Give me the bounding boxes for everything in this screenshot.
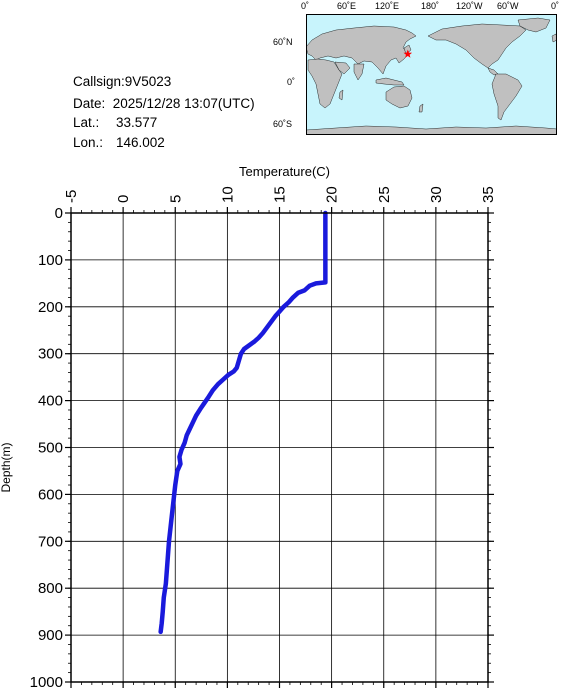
y-tick-label: 600: [38, 486, 63, 503]
grid: [70, 212, 489, 683]
map-lon-label-4: 120˚W: [456, 1, 483, 11]
longitude-label: Lon.:: [73, 135, 104, 150]
longitude-value: 146.002: [116, 135, 165, 150]
land-newzealand: [418, 103, 424, 113]
land-indonesia: [375, 77, 405, 86]
land-north-america: [427, 23, 527, 69]
map-lat-label-1: 0˚: [287, 77, 296, 87]
land-antarctica: [306, 125, 557, 135]
land-uk: [551, 33, 557, 43]
date-text: Date: 2025/12/28 13:07(UTC): [73, 96, 255, 111]
x-tick-label: 35: [480, 186, 497, 203]
x-tick-label: 15: [272, 186, 289, 203]
x-axis-label: Temperature(C): [239, 164, 330, 179]
x-tick-label: 10: [219, 186, 236, 203]
map-lon-label-1: 60˚E: [337, 1, 357, 11]
land-japan: [403, 44, 412, 55]
y-tick-label: 700: [38, 533, 63, 550]
plot-frame: [70, 212, 489, 683]
x-tick-label: 30: [428, 186, 445, 203]
y-tick-label: 0: [55, 205, 63, 222]
y-tick-label: 500: [38, 440, 63, 457]
x-tick-label: 0: [115, 195, 132, 203]
map-lon-label-0: 0˚: [301, 1, 310, 11]
land-madagascar: [338, 89, 344, 101]
land-africa: [307, 58, 343, 109]
x-tick-label: 25: [376, 186, 393, 203]
land-india: [353, 63, 365, 81]
y-tick-labels: 0 100 200 300 400 500 600 700 800 900 1000: [30, 205, 63, 690]
latitude-value: 33.577: [116, 115, 158, 130]
x-tick-label: 5: [167, 195, 184, 203]
x-tick-label: 20: [324, 186, 341, 203]
x-tick-labels: -5 0 5 10 15 20 25 30 35: [63, 186, 497, 203]
station-marker: [403, 49, 413, 58]
callsign-text: Callsign:9V5023: [73, 74, 172, 89]
map-lon-label-5: 60˚W: [497, 1, 519, 11]
temperature-profile-line: [158, 210, 328, 635]
world-map: [306, 14, 557, 135]
latitude-label: Lat.:: [73, 115, 100, 130]
map-lon-label-6: 0˚: [551, 1, 560, 11]
map-land: [306, 17, 557, 135]
land-south-america: [491, 73, 523, 121]
map-lon-label-2: 120˚E: [375, 1, 400, 11]
y-tick-label: 200: [38, 299, 63, 316]
y-tick-label: 300: [38, 346, 63, 363]
map-lat-label-2: 60˚S: [273, 119, 293, 129]
land-greenland: [517, 17, 551, 33]
y-axis-label: Depth(m): [0, 442, 13, 492]
land-eurasia: [306, 25, 417, 75]
y-tick-label: 1000: [30, 674, 63, 690]
y-tick-label: 900: [38, 627, 63, 644]
map-lat-label-0: 60˚N: [273, 37, 293, 47]
y-tick-label: 100: [38, 252, 63, 269]
land-australia: [385, 85, 413, 109]
major-ticks: [65, 207, 494, 688]
x-tick-label: -5: [63, 190, 80, 203]
y-tick-label: 800: [38, 580, 63, 597]
y-tick-label: 400: [38, 393, 63, 410]
land-arabia: [334, 61, 351, 75]
map-lon-label-3: 180˚: [421, 1, 440, 11]
